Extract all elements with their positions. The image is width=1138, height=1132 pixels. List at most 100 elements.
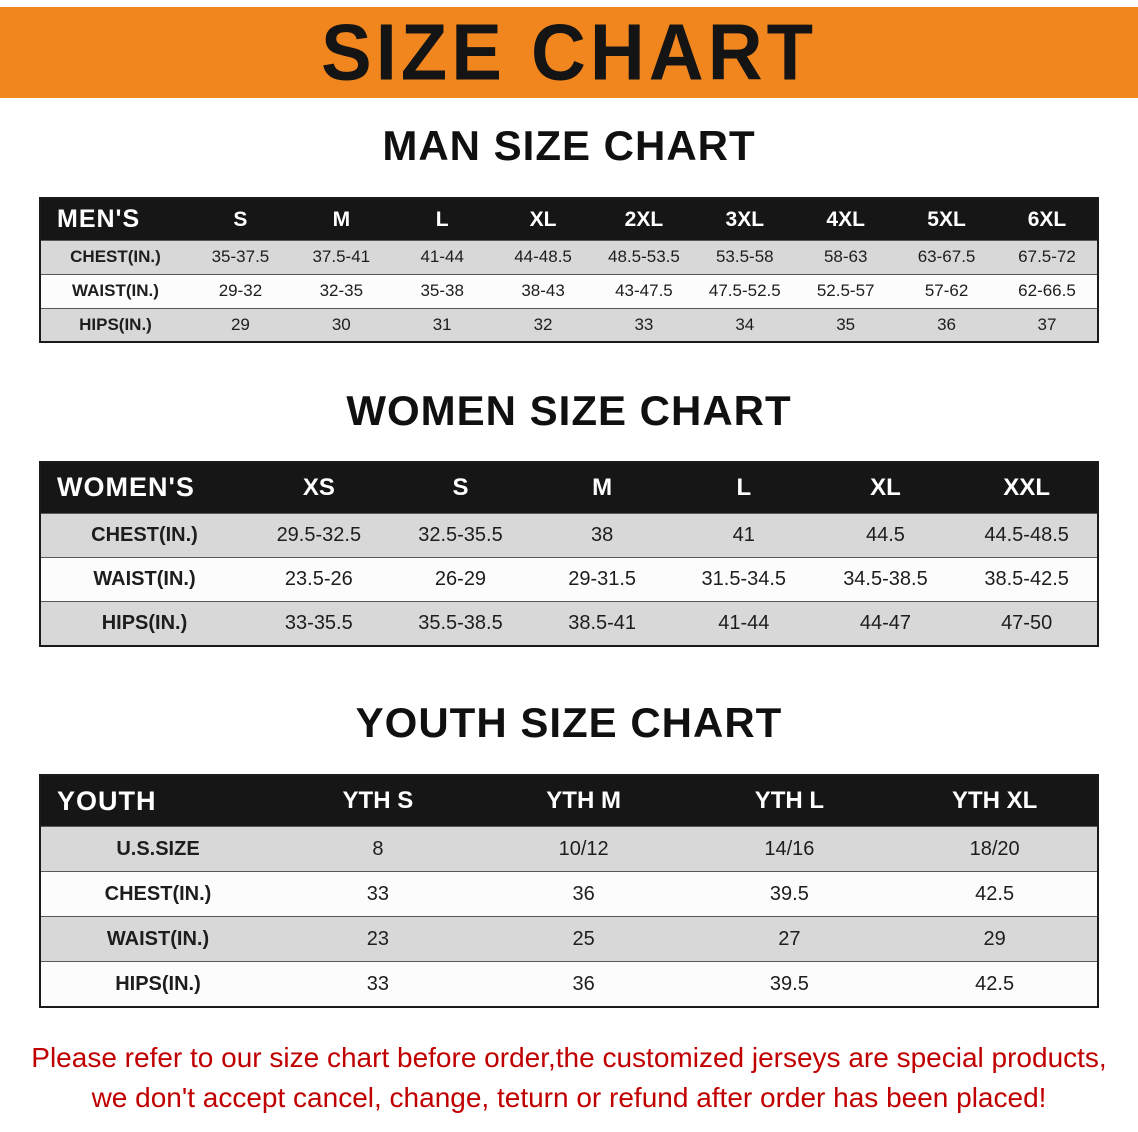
column-header: 3XL (725, 207, 765, 231)
table-cell: 38 (591, 524, 614, 547)
table-cell: 35-38 (420, 281, 464, 301)
table-title-cell: YOUTH (57, 785, 157, 816)
table-cell: 26-29 (434, 568, 487, 591)
table-cell: 31.5-34.5 (701, 568, 787, 591)
table-cell: 35 (836, 315, 856, 335)
table-cell: 8 (372, 837, 384, 860)
banner: SIZE CHART (0, 7, 1138, 98)
table-cell: 57-62 (924, 281, 969, 301)
table-cell: 38.5-41 (568, 611, 637, 634)
table-cell: 38.5-42.5 (984, 568, 1069, 591)
column-header: XL (870, 473, 901, 501)
table-cell: 44-47 (859, 611, 912, 634)
table-cell: 53.5-58 (715, 247, 774, 267)
table-cell: 33 (366, 882, 389, 905)
row-label: CHEST(IN.) (70, 247, 161, 267)
disclaimer: Please refer to our size chart before or… (0, 1038, 1138, 1118)
row-label: WAIST(IN.) (106, 927, 210, 950)
youth-size-table: YOUTH YTH S YTH M YTH L YTH XL U.S.SIZE 8 10/12… (39, 773, 1099, 1008)
table-cell: 33-35.5 (284, 611, 353, 634)
table-cell: 44-48.5 (514, 247, 572, 267)
table-cell: 31 (432, 315, 452, 335)
womens-size-table: WOMEN'S XS S M L XL XXL CHEST(IN.) 29.5-32.5 32.5… (39, 460, 1099, 647)
table-cell: 27 (778, 927, 801, 950)
table-row: WAIST(IN.) 29-32 32-35 35-38 38-43 43-47.5 47.… (40, 274, 1098, 309)
row-label: HIPS(IN.) (79, 315, 152, 335)
table-header-row: YOUTH YTH S YTH M YTH L YTH XL (40, 774, 1098, 827)
disclaimer-line-2: we don't accept cancel, change, teturn o… (91, 1081, 1047, 1113)
table-cell: 36 (572, 882, 595, 905)
womens-section-heading: WOMEN SIZE CHART (346, 387, 792, 435)
table-cell: 29-32 (218, 281, 263, 301)
column-header: M (592, 473, 613, 501)
womens-section: WOMEN SIZE CHART WOMEN'S XS S M L XL XXL CHEST(… (0, 387, 1138, 647)
table-row: CHEST(IN.) 35-37.5 37.5-41 41-44 44-48.5 48.5… (40, 240, 1098, 275)
table-cell: 32 (533, 315, 553, 335)
column-header: 5XL (927, 207, 966, 231)
column-header: XS (302, 473, 335, 501)
column-header: 6XL (1027, 207, 1067, 231)
table-cell: 43-47.5 (615, 281, 673, 301)
table-cell: 42.5 (975, 882, 1015, 905)
table-cell: 29-31.5 (568, 568, 637, 591)
table-title-cell: MEN'S (57, 205, 141, 234)
column-header: L (435, 207, 449, 231)
row-label: U.S.SIZE (116, 837, 200, 860)
table-cell: 23 (366, 927, 389, 950)
table-cell: 32-35 (319, 281, 364, 301)
table-row: CHEST(IN.) 33 36 39.5 42.5 (40, 871, 1098, 917)
table-cell: 48.5-53.5 (608, 247, 680, 267)
table-cell: 62-66.5 (1018, 281, 1076, 301)
table-cell: 42.5 (975, 972, 1015, 995)
table-row: WAIST(IN.) 23 25 27 29 (40, 916, 1098, 962)
table-cell: 35-37.5 (211, 247, 270, 267)
table-header-row: WOMEN'S XS S M L XL XXL (40, 461, 1098, 514)
table-cell: 47-50 (1001, 611, 1053, 634)
table-cell: 37 (1037, 315, 1057, 335)
table-cell: 58-63 (823, 247, 868, 267)
row-label: CHEST(IN.) (104, 882, 212, 905)
column-header: S (233, 207, 248, 231)
youth-section: YOUTH SIZE CHART YOUTH YTH S YTH M YTH L YTH… (0, 699, 1138, 1008)
table-cell: 41-44 (420, 247, 464, 267)
table-cell: 30 (331, 315, 351, 335)
column-header: YTH M (546, 787, 621, 815)
table-cell: 33 (366, 972, 389, 995)
column-header: 2XL (624, 207, 664, 231)
table-cell: 32.5-35.5 (418, 524, 503, 547)
table-row: U.S.SIZE 8 10/12 14/16 18/20 (40, 826, 1098, 872)
table-cell: 44.5-48.5 (984, 524, 1069, 547)
table-cell: 25 (572, 927, 595, 950)
column-header: XL (529, 207, 557, 231)
table-row: HIPS(IN.) 33 36 39.5 42.5 (40, 961, 1098, 1007)
table-cell: 37.5-41 (312, 247, 371, 267)
column-header: S (452, 473, 469, 501)
table-cell: 44.5 (865, 524, 905, 547)
table-cell: 29 (983, 927, 1006, 950)
table-cell: 41 (732, 524, 755, 547)
page-title: SIZE CHART (321, 7, 817, 97)
table-row: HIPS(IN.) 29 30 31 32 33 34 35 36 37 (40, 308, 1098, 343)
table-cell: 35.5-38.5 (418, 611, 503, 634)
mens-section: MAN SIZE CHART MEN'S S M L XL 2XL 3XL 4XL 5XL 6XL… (0, 122, 1138, 344)
table-cell: 63-67.5 (917, 247, 976, 267)
row-label: CHEST(IN.) (91, 524, 198, 547)
table-cell: 34.5-38.5 (843, 568, 928, 591)
table-cell: 47.5-52.5 (708, 281, 781, 301)
table-cell: 39.5 (769, 972, 809, 995)
column-header: L (736, 473, 752, 501)
row-label: WAIST(IN.) (93, 568, 196, 591)
mens-section-heading: MAN SIZE CHART (382, 122, 756, 169)
table-cell: 36 (572, 972, 595, 995)
table-cell: 34 (735, 315, 755, 335)
table-row: CHEST(IN.) 29.5-32.5 32.5-35.5 38 41 44.5 44.5… (40, 513, 1098, 558)
table-cell: 29 (230, 315, 250, 335)
table-row: WAIST(IN.) 23.5-26 26-29 29-31.5 31.5-34.5 34… (40, 557, 1098, 602)
column-header: 4XL (826, 207, 865, 231)
column-header: XXL (1003, 473, 1050, 501)
table-cell: 41-44 (718, 611, 770, 634)
table-cell: 29.5-32.5 (276, 524, 362, 547)
mens-size-table: MEN'S S M L XL 2XL 3XL 4XL 5XL 6XL CHEST(IN.) 35-37… (39, 197, 1099, 344)
table-cell: 10/12 (558, 837, 609, 860)
